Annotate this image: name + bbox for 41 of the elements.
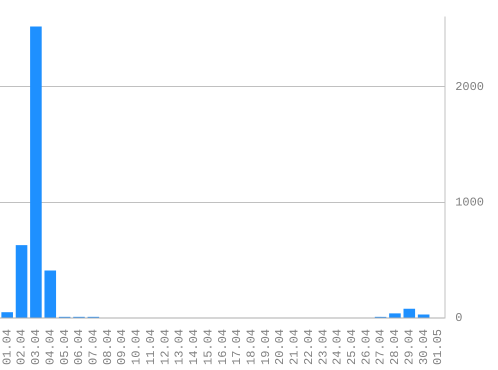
x-tick-label: 24.04 bbox=[330, 328, 345, 366]
x-tick-label: 04.04 bbox=[43, 328, 58, 366]
x-tick-label: 12.04 bbox=[158, 328, 172, 366]
bar bbox=[16, 245, 28, 318]
y-tick-label: 0 bbox=[455, 311, 462, 326]
bar bbox=[44, 270, 56, 318]
y-tick-label: 1000 bbox=[455, 195, 484, 210]
x-tick-label: 02.04 bbox=[14, 328, 29, 366]
x-tick-label: 21.04 bbox=[288, 328, 302, 366]
y-tick-label: 2000 bbox=[455, 80, 484, 94]
bar bbox=[418, 314, 430, 318]
x-tick-label: 29.04 bbox=[402, 328, 416, 366]
x-tick-label: 17.04 bbox=[230, 328, 244, 366]
x-tick-label: 08.04 bbox=[100, 328, 115, 366]
bar bbox=[1, 312, 13, 318]
bar bbox=[30, 26, 42, 318]
x-tick-label: 05.04 bbox=[58, 328, 72, 366]
x-tick-label: 01.05 bbox=[431, 328, 446, 366]
x-tick-label: 22.04 bbox=[302, 328, 316, 366]
x-tick-label: 11.04 bbox=[144, 328, 158, 366]
x-tick-label: 15.04 bbox=[201, 328, 216, 366]
x-tick-label: 30.04 bbox=[416, 328, 431, 366]
x-tick-label: 27.04 bbox=[374, 328, 388, 366]
x-tick-label: 01.04 bbox=[0, 328, 14, 366]
x-tick-label: 23.04 bbox=[316, 328, 330, 366]
x-tick-label: 25.04 bbox=[345, 328, 360, 366]
x-tick-label: 03.04 bbox=[29, 328, 44, 366]
x-tick-label: 09.04 bbox=[115, 328, 130, 366]
x-tick-label: 19.04 bbox=[258, 328, 273, 366]
x-tick-label: 26.04 bbox=[359, 328, 374, 366]
bar bbox=[403, 308, 416, 318]
x-tick-label: 10.04 bbox=[130, 328, 144, 366]
x-tick-label: 20.04 bbox=[273, 328, 288, 366]
x-tick-label: 16.04 bbox=[216, 328, 230, 366]
x-tick-label: 13.04 bbox=[172, 328, 187, 366]
x-tick-label: 06.04 bbox=[72, 328, 86, 366]
x-tick-label: 07.04 bbox=[86, 328, 101, 366]
x-tick-label: 14.04 bbox=[187, 328, 202, 366]
bar bbox=[389, 313, 401, 318]
x-tick-label: 18.04 bbox=[244, 328, 258, 366]
x-tick-label: 28.04 bbox=[388, 328, 402, 366]
